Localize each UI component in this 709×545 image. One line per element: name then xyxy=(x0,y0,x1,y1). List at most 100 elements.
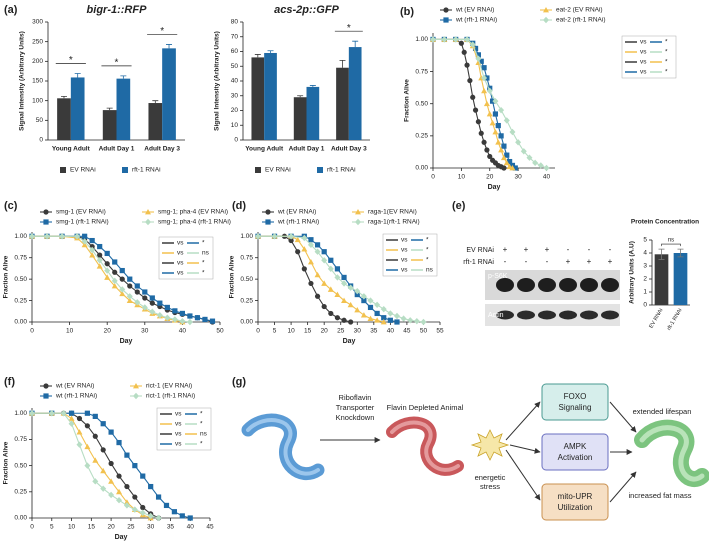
y-tick-label: 1.00 xyxy=(14,410,27,417)
chart-title: Protein Concentration xyxy=(631,219,699,226)
x-tick-label: 20 xyxy=(104,328,112,335)
worm-outcome xyxy=(634,419,709,487)
stats-label: vs xyxy=(175,411,182,418)
y-tick-label: 0.50 xyxy=(14,462,27,469)
point xyxy=(543,164,550,172)
pathway-label: Activation xyxy=(558,453,593,462)
point xyxy=(509,128,516,136)
stats-label: vs xyxy=(175,431,182,438)
x-tick-label: 45 xyxy=(403,328,411,335)
stats-label: vs xyxy=(640,69,647,76)
stats-label: vs xyxy=(401,237,408,244)
legend-label: wt (EV RNAi) xyxy=(55,383,94,390)
point xyxy=(361,297,367,304)
point xyxy=(74,233,81,240)
point xyxy=(481,74,488,82)
error-bar xyxy=(254,54,261,58)
point xyxy=(89,252,96,258)
legend-marker xyxy=(43,393,49,399)
point xyxy=(307,241,314,249)
panel-label: (f) xyxy=(4,376,15,388)
y-tick-label: 0.75 xyxy=(14,436,27,443)
point xyxy=(334,291,341,297)
point xyxy=(60,410,67,417)
bands xyxy=(496,278,619,292)
point xyxy=(307,259,314,265)
x-tick-label: 15 xyxy=(88,524,96,531)
diagram-label: energetic xyxy=(475,473,506,482)
diagram-label: Transporter xyxy=(336,403,375,412)
point xyxy=(97,243,103,250)
error-bar xyxy=(106,107,113,111)
legend-label: wt (rft-1 RNAi) xyxy=(455,17,497,24)
stats-label: vs xyxy=(177,270,184,277)
stats-label: vs xyxy=(401,257,408,264)
point xyxy=(68,420,75,427)
bar xyxy=(336,67,349,140)
point xyxy=(314,248,321,255)
pathway-label: FOXO xyxy=(564,392,587,401)
y-tick-label: 80 xyxy=(231,19,239,26)
point xyxy=(92,457,99,463)
error-bar xyxy=(352,40,359,48)
bar xyxy=(293,97,307,140)
point xyxy=(492,111,499,117)
point xyxy=(367,315,374,321)
point xyxy=(504,152,510,158)
stats-result: * xyxy=(202,240,205,247)
legend-label: wt (EV RNAi) xyxy=(455,7,494,14)
stats-result: * xyxy=(426,237,429,244)
point xyxy=(108,478,115,484)
x-tick-label: 25 xyxy=(337,328,345,335)
legend-marker xyxy=(265,219,271,225)
point xyxy=(441,36,448,43)
y-tick-label: 1.00 xyxy=(415,36,428,43)
x-tick-label: 10 xyxy=(287,328,295,335)
point xyxy=(132,463,138,469)
point xyxy=(498,106,505,114)
stats-label: vs xyxy=(640,49,647,56)
x-tick-label: 20 xyxy=(486,174,494,181)
stats-label: vs xyxy=(401,247,408,254)
point xyxy=(179,513,185,519)
point xyxy=(452,36,459,43)
point xyxy=(321,303,327,310)
error-bar xyxy=(339,59,346,68)
worm-highlight xyxy=(390,420,460,472)
condition-label: EV RNAi xyxy=(466,247,494,254)
point xyxy=(108,491,115,499)
y-axis-label: Signal Intensity (Arbitrary Units) xyxy=(19,31,26,131)
y-tick-label: 1.00 xyxy=(240,233,253,240)
survival-line xyxy=(32,412,159,519)
point xyxy=(82,233,88,239)
point xyxy=(149,295,155,301)
point xyxy=(294,236,301,243)
x-tick-label: 15 xyxy=(304,328,312,335)
x-tick-label: rft-1 RNAi xyxy=(666,308,683,332)
point xyxy=(469,41,476,48)
legend-label: raga-1(EV RNAi) xyxy=(368,209,417,216)
stats-result: * xyxy=(202,260,205,267)
point xyxy=(464,62,470,68)
point xyxy=(100,447,106,453)
stats-result: * xyxy=(202,270,205,277)
point xyxy=(360,293,367,300)
point xyxy=(314,242,321,248)
stats-result: * xyxy=(200,441,203,448)
stats-result: * xyxy=(200,411,203,418)
point xyxy=(209,318,216,324)
point xyxy=(100,421,106,427)
point xyxy=(172,308,178,314)
y-tick-label: 3 xyxy=(643,263,647,270)
error-bar xyxy=(297,95,304,98)
point xyxy=(301,266,307,272)
diagram: Riboflavin Transporter Knockdown Flavin … xyxy=(241,383,709,521)
y-axis-label: Fraction Alive xyxy=(229,255,236,298)
diagram-label: stress xyxy=(480,482,500,491)
stats-box xyxy=(382,233,438,277)
point xyxy=(328,310,334,317)
point xyxy=(59,233,66,240)
legend-label: smg-1 (EV RNAi) xyxy=(56,209,106,216)
x-tick-label: 0 xyxy=(30,524,34,531)
point xyxy=(327,286,334,292)
